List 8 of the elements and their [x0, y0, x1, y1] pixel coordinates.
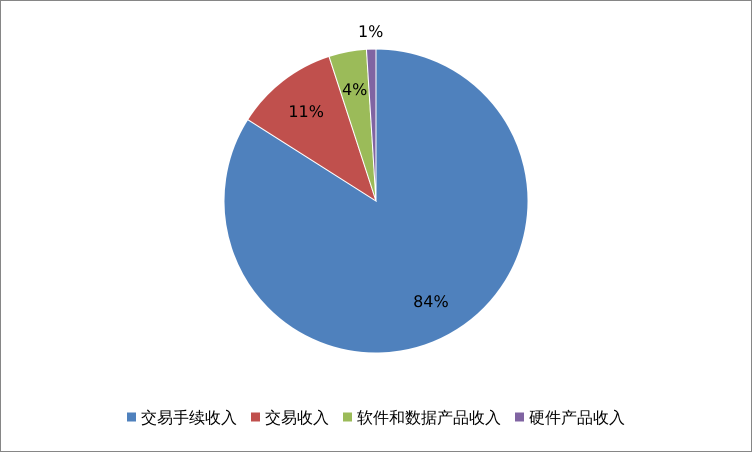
- data-label: 1%: [358, 22, 384, 41]
- data-label: 11%: [288, 102, 324, 121]
- data-label: 4%: [342, 80, 368, 100]
- data-label: 84%: [413, 292, 449, 311]
- legend-label: 软件和数据产品收入: [357, 408, 501, 427]
- legend-label: 交易手续收入: [141, 408, 237, 427]
- legend-label: 硬件产品收入: [529, 408, 625, 427]
- legend-label: 交易收入: [265, 408, 329, 427]
